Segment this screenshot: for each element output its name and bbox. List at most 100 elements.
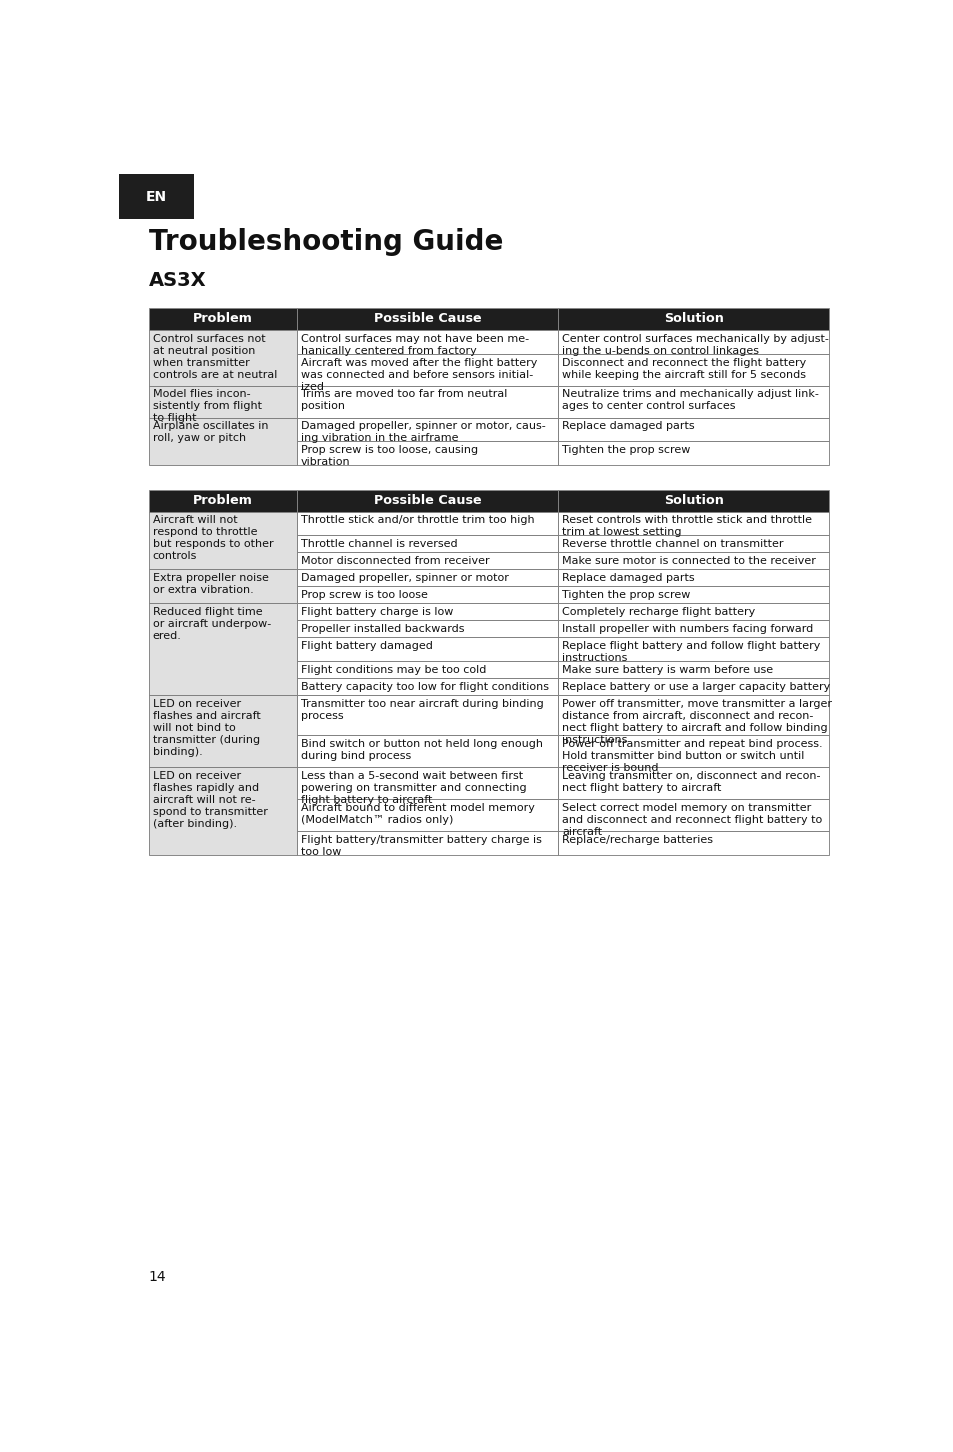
Bar [296, 831, 558, 855]
Text: Prop screw is too loose: Prop screw is too loose [300, 590, 427, 600]
Bar [296, 536, 558, 552]
Bar [296, 386, 558, 418]
Bar [296, 489, 558, 511]
Text: Reset controls with throttle stick and throttle
trim at lowest setting: Reset controls with throttle stick and t… [561, 515, 811, 537]
Bar [558, 511, 828, 536]
Bar [296, 735, 558, 767]
Bar [296, 603, 558, 620]
Text: Replace battery or use a larger capacity battery: Replace battery or use a larger capacity… [561, 681, 829, 691]
Bar [558, 799, 828, 831]
Bar [558, 536, 828, 552]
Text: Troubleshooting Guide: Troubleshooting Guide [149, 228, 502, 256]
Bar [149, 603, 296, 694]
Text: Disconnect and reconnect the flight battery
while keeping the aircraft still for: Disconnect and reconnect the flight batt… [561, 357, 805, 379]
Text: Aircraft was moved after the flight battery
was connected and before sensors ini: Aircraft was moved after the flight batt… [300, 357, 537, 392]
Text: Motor disconnected from receiver: Motor disconnected from receiver [300, 556, 489, 566]
Bar [296, 620, 558, 637]
Bar [296, 308, 558, 330]
Text: Power off transmitter, move transmitter a larger
distance from aircraft, disconn: Power off transmitter, move transmitter … [561, 698, 831, 745]
Text: Damaged propeller, spinner or motor, caus-
ing vibration in the airframe: Damaged propeller, spinner or motor, cau… [300, 421, 545, 443]
Text: Neutralize trims and mechanically adjust link-
ages to center control surfaces: Neutralize trims and mechanically adjust… [561, 389, 819, 411]
Text: LED on receiver
flashes and aircraft
will not bind to
transmitter (during
bindin: LED on receiver flashes and aircraft wil… [152, 698, 260, 756]
Bar [149, 767, 296, 855]
Text: Aircraft bound to different model memory
(ModelMatch™ radios only): Aircraft bound to different model memory… [300, 803, 535, 825]
Text: Throttle channel is reversed: Throttle channel is reversed [300, 539, 457, 549]
Bar [296, 799, 558, 831]
Text: Leaving transmitter on, disconnect and recon-
nect flight battery to aircraft: Leaving transmitter on, disconnect and r… [561, 771, 820, 793]
Text: Make sure battery is warm before use: Make sure battery is warm before use [561, 665, 773, 675]
Text: Solution: Solution [663, 494, 723, 507]
Bar [149, 330, 296, 386]
Text: Less than a 5-second wait between first
powering on transmitter and connecting
f: Less than a 5-second wait between first … [300, 771, 526, 804]
Bar [558, 637, 828, 661]
Text: Solution: Solution [663, 312, 723, 325]
Bar [558, 330, 828, 354]
Bar [558, 587, 828, 603]
Bar [296, 418, 558, 441]
Bar [558, 694, 828, 735]
Bar [119, 174, 193, 219]
Text: Replace/recharge batteries: Replace/recharge batteries [561, 835, 713, 845]
Text: LED on receiver
flashes rapidly and
aircraft will not re-
spond to transmitter
(: LED on receiver flashes rapidly and airc… [152, 771, 267, 829]
Text: Extra propeller noise
or extra vibration.: Extra propeller noise or extra vibration… [152, 574, 268, 595]
Text: Aircraft will not
respond to throttle
but responds to other
controls: Aircraft will not respond to throttle bu… [152, 515, 273, 562]
Text: Damaged propeller, spinner or motor: Damaged propeller, spinner or motor [300, 574, 508, 584]
Text: Prop screw is too loose, causing
vibration: Prop screw is too loose, causing vibrati… [300, 446, 477, 468]
Text: Make sure motor is connected to the receiver: Make sure motor is connected to the rece… [561, 556, 815, 566]
Bar [296, 767, 558, 799]
Text: EN: EN [146, 190, 167, 203]
Text: Possible Cause: Possible Cause [374, 312, 481, 325]
Bar [558, 831, 828, 855]
Text: Battery capacity too low for flight conditions: Battery capacity too low for flight cond… [300, 681, 548, 691]
Bar [296, 330, 558, 354]
Text: Power off transmitter and repeat bind process.
Hold transmitter bind button or s: Power off transmitter and repeat bind pr… [561, 739, 822, 772]
Bar [296, 569, 558, 587]
Bar [558, 767, 828, 799]
Text: Tighten the prop screw: Tighten the prop screw [561, 446, 690, 456]
Bar [296, 661, 558, 678]
Text: Install propeller with numbers facing forward: Install propeller with numbers facing fo… [561, 624, 813, 635]
Text: Throttle stick and/or throttle trim too high: Throttle stick and/or throttle trim too … [300, 515, 534, 526]
Text: Model flies incon-
sistently from flight
to flight: Model flies incon- sistently from flight… [152, 389, 261, 424]
Bar [149, 511, 296, 569]
Text: Replace damaged parts: Replace damaged parts [561, 421, 694, 431]
Text: Flight battery charge is low: Flight battery charge is low [300, 607, 453, 617]
Text: Replace flight battery and follow flight battery
instructions: Replace flight battery and follow flight… [561, 640, 820, 664]
Text: Propeller installed backwards: Propeller installed backwards [300, 624, 464, 635]
Text: Trims are moved too far from neutral
position: Trims are moved too far from neutral pos… [300, 389, 507, 411]
Bar [558, 735, 828, 767]
Bar [296, 354, 558, 386]
Bar [558, 603, 828, 620]
Text: Replace damaged parts: Replace damaged parts [561, 574, 694, 584]
Bar [296, 441, 558, 465]
Text: Tighten the prop screw: Tighten the prop screw [561, 590, 690, 600]
Bar [149, 489, 296, 511]
Text: Control surfaces not
at neutral position
when transmitter
controls are at neutra: Control surfaces not at neutral position… [152, 334, 276, 379]
Text: Transmitter too near aircraft during binding
process: Transmitter too near aircraft during bin… [300, 698, 543, 720]
Bar [558, 661, 828, 678]
Bar [296, 587, 558, 603]
Text: Possible Cause: Possible Cause [374, 494, 481, 507]
Bar [149, 569, 296, 603]
Text: Flight conditions may be too cold: Flight conditions may be too cold [300, 665, 486, 675]
Text: Control surfaces may not have been me-
hanically centered from factory: Control surfaces may not have been me- h… [300, 334, 529, 356]
Bar [296, 637, 558, 661]
Bar [296, 552, 558, 569]
Text: Flight battery/transmitter battery charge is
too low: Flight battery/transmitter battery charg… [300, 835, 541, 857]
Bar [558, 552, 828, 569]
Text: Reverse throttle channel on transmitter: Reverse throttle channel on transmitter [561, 539, 782, 549]
Bar [149, 418, 296, 465]
Text: Flight battery damaged: Flight battery damaged [300, 640, 433, 650]
Text: AS3X: AS3X [149, 272, 206, 290]
Bar [149, 694, 296, 767]
Bar [149, 308, 296, 330]
Bar [558, 418, 828, 441]
Text: Completely recharge flight battery: Completely recharge flight battery [561, 607, 755, 617]
Bar [558, 678, 828, 694]
Text: Airplane oscillates in
roll, yaw or pitch: Airplane oscillates in roll, yaw or pitc… [152, 421, 268, 443]
Bar [558, 386, 828, 418]
Text: Bind switch or button not held long enough
during bind process: Bind switch or button not held long enou… [300, 739, 542, 761]
Text: Problem: Problem [193, 312, 253, 325]
Bar [558, 489, 828, 511]
Bar [558, 441, 828, 465]
